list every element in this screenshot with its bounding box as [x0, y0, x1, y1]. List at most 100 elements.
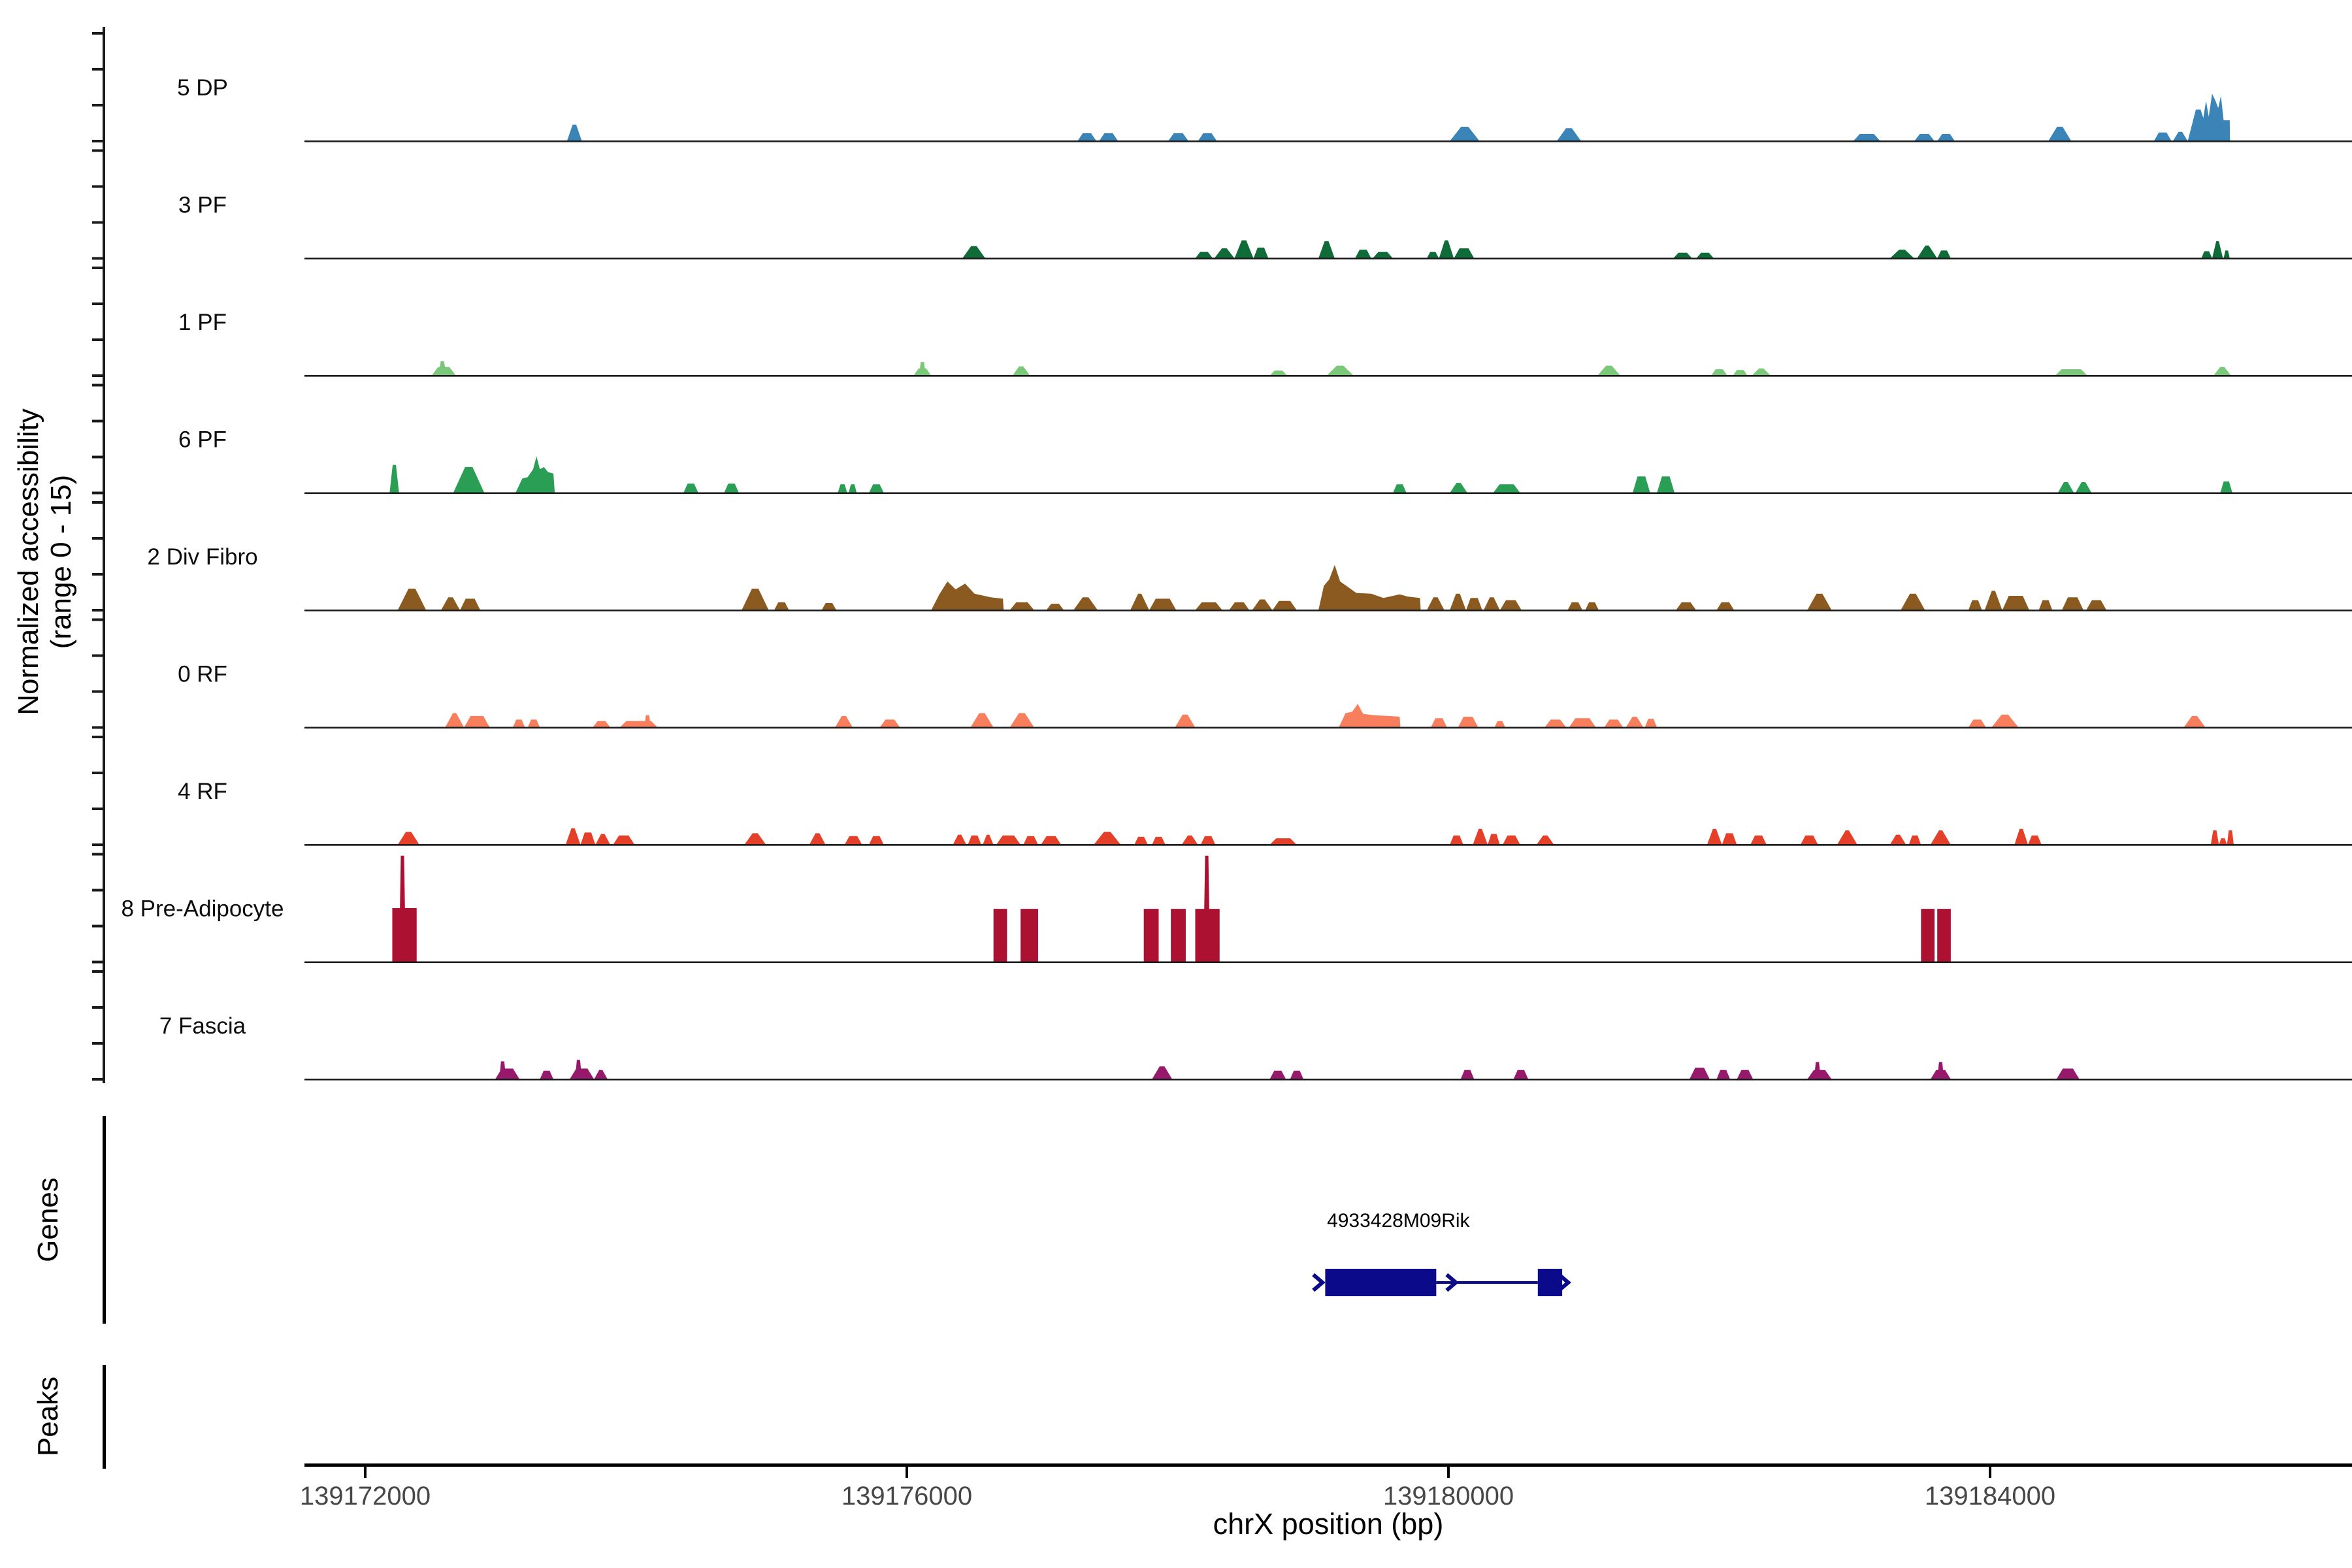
coverage-peak [1837, 830, 1857, 845]
y-tick [92, 843, 104, 846]
coverage-peak [2056, 1068, 2080, 1079]
coverage-peak [1012, 366, 1030, 376]
coverage-peak [1200, 836, 1216, 845]
track-3-pf: 3 PF [178, 193, 2352, 260]
coverage-peak [527, 719, 540, 728]
coverage-peak [1203, 855, 1211, 962]
coverage-peak [1426, 597, 1445, 610]
coverage-peak [1269, 838, 1297, 845]
gene-name-label: 4933428M09Rik [1327, 1210, 1470, 1232]
coverage-peak [515, 456, 555, 493]
coverage-peak [644, 715, 651, 728]
track-baseline [304, 492, 2352, 495]
y-tick [92, 419, 104, 423]
y-tick [92, 654, 104, 657]
coverage-peak [1544, 719, 1567, 728]
coverage-peak [1696, 252, 1714, 259]
x-tick [1447, 1467, 1450, 1478]
coverage-peak [835, 715, 853, 728]
coverage-peak [1750, 835, 1767, 845]
track-1-pf: 1 PF [178, 310, 2352, 377]
y-tick [92, 384, 104, 387]
track-baseline [304, 727, 2352, 729]
coverage-peak [1450, 483, 1468, 493]
coverage-peak [2212, 241, 2223, 259]
gene-exon [1325, 1269, 1437, 1296]
coverage-peak [1707, 828, 1722, 845]
x-axis-line [304, 1463, 2352, 1467]
coverage-peak [1009, 602, 1034, 610]
coverage-peak [1094, 832, 1121, 845]
coverage-peak [495, 1068, 520, 1079]
coverage-peak [1450, 835, 1463, 845]
coverage-peak [1195, 252, 1213, 259]
coverage-peak [1733, 370, 1748, 376]
coverage-peak [565, 828, 581, 845]
coverage-peak [1454, 248, 1475, 259]
y-tick [92, 690, 104, 693]
coverage-peak [1711, 369, 1727, 376]
coverage-peak [1458, 717, 1478, 728]
y-tick [92, 149, 104, 152]
y-tick [92, 32, 104, 35]
coverage-peak [744, 833, 766, 845]
coverage-peak [2213, 367, 2231, 376]
coverage-peak [460, 598, 481, 610]
genes-axis-bar [103, 1116, 106, 1324]
coverage-peak [575, 1060, 582, 1079]
y-tick [92, 889, 104, 892]
coverage-peak [1021, 909, 1039, 962]
x-tick-label: 139172000 [300, 1482, 431, 1511]
coverage-peak [970, 713, 994, 728]
coverage-peak [1569, 718, 1596, 728]
coverage-peak [1937, 250, 1951, 259]
coverage-peak [2048, 127, 2072, 141]
coverage-peak [399, 855, 406, 962]
y-tick [92, 68, 104, 71]
coverage-peak [1269, 370, 1288, 376]
coverage-peak [1149, 598, 1177, 610]
track-7-fascia: 7 Fascia [159, 1013, 2352, 1081]
coverage-peak [2038, 600, 2053, 610]
coverage-peak [1152, 836, 1166, 845]
coverage-peak [1917, 245, 1938, 259]
coverage-peak [1513, 1070, 1529, 1079]
coverage-peak [1077, 133, 1097, 141]
coverage-peak [1426, 252, 1439, 259]
y-tick [92, 221, 104, 224]
track-label-4: 2 Div Fibro [147, 544, 257, 570]
coverage-peak [1689, 1068, 1710, 1079]
coverage-peak [397, 589, 427, 610]
coverage-peak [1354, 250, 1371, 259]
coverage-peak [540, 1070, 554, 1079]
track-label-7: 8 Pre-Adipocyte [121, 896, 284, 922]
coverage-peak [1937, 909, 1951, 962]
y-tick [92, 924, 104, 928]
y-tick [92, 338, 104, 341]
gene-intron-line [1436, 1281, 1538, 1284]
coverage-peak [1253, 248, 1269, 259]
coverage-peak [1567, 602, 1583, 610]
coverage-peak [566, 124, 582, 141]
coverage-peak [1372, 252, 1394, 259]
coverage-peak [464, 715, 490, 728]
coverage-peak [2187, 93, 2230, 141]
coverage-peak [1800, 835, 1818, 845]
coverage-peak [1889, 250, 1914, 259]
x-tick [364, 1467, 367, 1478]
track-label-5: 0 RF [178, 662, 227, 687]
y-tick [92, 267, 104, 269]
coverage-peak [1676, 602, 1697, 610]
coverage-peak [613, 835, 635, 845]
x-tick-label: 139176000 [841, 1482, 972, 1511]
track-baseline [304, 1079, 2352, 1081]
coverage-peak [445, 713, 465, 728]
y-tick [92, 374, 104, 377]
coverage-peak [2223, 250, 2230, 259]
coverage-peak [1984, 591, 2002, 610]
y-tick [92, 1042, 104, 1045]
coverage-peak [742, 589, 769, 610]
coverage-peak [848, 484, 857, 493]
coverage-peak [1991, 714, 2019, 728]
track-baseline [304, 375, 2352, 377]
